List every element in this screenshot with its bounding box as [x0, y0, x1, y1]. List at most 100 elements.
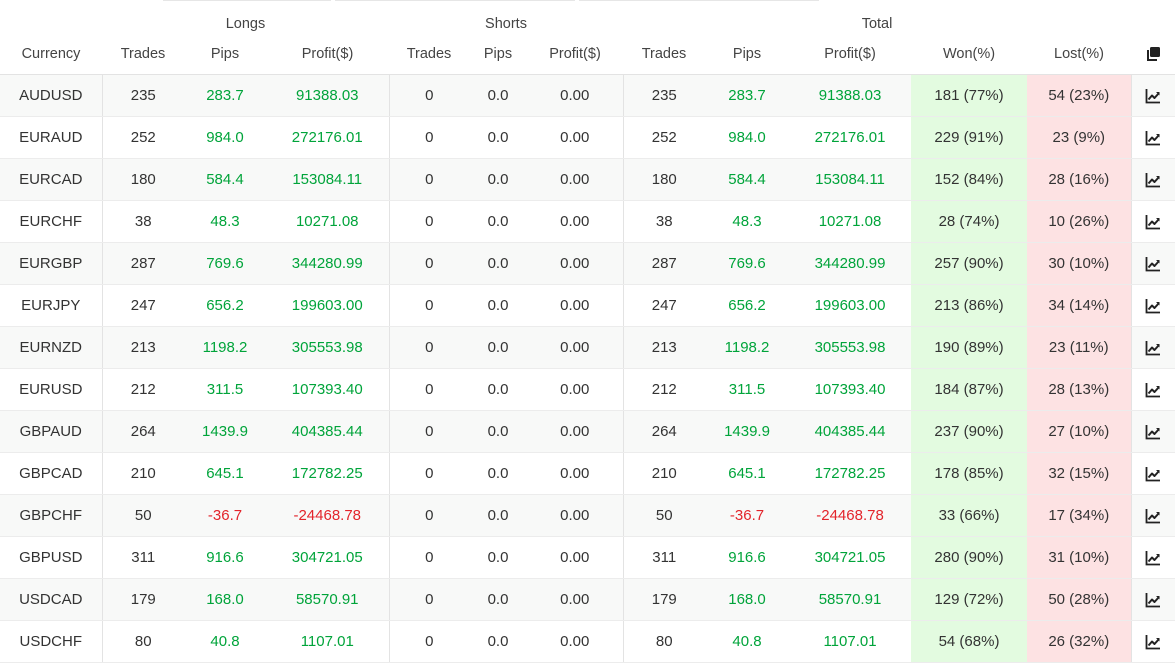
cell-total-pips: 1198.2	[705, 326, 790, 369]
cell-total-trades: 212	[622, 368, 706, 411]
row-chart-button[interactable]	[1130, 368, 1175, 411]
row-chart-button[interactable]	[1130, 242, 1175, 285]
row-chart-button[interactable]	[1130, 200, 1175, 243]
cell-longs-profit: 91388.03	[266, 74, 389, 117]
chart-line-icon[interactable]	[1145, 172, 1161, 188]
chart-line-icon[interactable]	[1145, 592, 1161, 608]
row-chart-button[interactable]	[1130, 284, 1175, 327]
column-header-row: Currency Trades Pips Profit($) Trades Pi…	[0, 34, 1175, 75]
cell-longs-pips: 168.0	[184, 578, 266, 621]
cell-currency: GBPUSD	[0, 536, 102, 579]
table-row: USDCAD 179 168.0 58570.91 0 0.0 0.00 179 168.0 58…	[0, 578, 1175, 621]
cell-longs-profit: 404385.44	[266, 410, 389, 453]
col-total-profit[interactable]: Profit($)	[789, 34, 912, 75]
col-total-pips[interactable]: Pips	[705, 34, 790, 75]
cell-longs-pips: 311.5	[184, 368, 266, 411]
cell-total-trades: 180	[622, 158, 706, 201]
chart-line-icon[interactable]	[1145, 634, 1161, 650]
cell-longs-trades: 252	[101, 116, 184, 159]
col-longs-profit[interactable]: Profit($)	[266, 34, 389, 75]
cell-total-trades: 80	[622, 620, 706, 663]
chart-line-icon[interactable]	[1145, 424, 1161, 440]
row-chart-button[interactable]	[1130, 410, 1175, 453]
cell-shorts-pips: 0.0	[469, 452, 527, 495]
chart-line-icon[interactable]	[1145, 298, 1161, 314]
cell-longs-pips: 769.6	[184, 242, 266, 285]
cell-currency: GBPAUD	[0, 410, 102, 453]
chart-line-icon[interactable]	[1145, 508, 1161, 524]
row-chart-button[interactable]	[1130, 494, 1175, 537]
cell-longs-profit: 10271.08	[266, 200, 389, 243]
cell-shorts-pips: 0.0	[469, 536, 527, 579]
col-won[interactable]: Won(%)	[911, 34, 1028, 75]
cell-won: 178 (85%)	[911, 452, 1028, 495]
cell-total-profit: -24468.78	[789, 494, 912, 537]
row-chart-button[interactable]	[1130, 452, 1175, 495]
chart-line-icon[interactable]	[1145, 88, 1161, 104]
cell-shorts-trades: 0	[388, 74, 469, 117]
row-chart-button[interactable]	[1130, 326, 1175, 369]
cell-won: 181 (77%)	[911, 74, 1028, 117]
chart-line-icon[interactable]	[1145, 130, 1161, 146]
cell-won: 54 (68%)	[911, 620, 1028, 663]
cell-currency: EURNZD	[0, 326, 102, 369]
col-lost[interactable]: Lost(%)	[1027, 34, 1132, 75]
cell-total-profit: 272176.01	[789, 116, 912, 159]
cell-shorts-pips: 0.0	[469, 74, 527, 117]
col-currency[interactable]: Currency	[0, 34, 102, 75]
cell-total-pips: 645.1	[705, 452, 790, 495]
col-total-trades[interactable]: Trades	[623, 34, 706, 75]
table-row: GBPCAD 210 645.1 172782.25 0 0.0 0.00 210 645.1 1…	[0, 452, 1175, 495]
col-shorts-pips[interactable]: Pips	[469, 34, 527, 75]
row-chart-button[interactable]	[1130, 116, 1175, 159]
row-chart-button[interactable]	[1130, 158, 1175, 201]
chart-line-icon[interactable]	[1145, 550, 1161, 566]
chart-line-icon[interactable]	[1145, 256, 1161, 272]
cell-won: 213 (86%)	[911, 284, 1028, 327]
cell-total-pips: 1439.9	[705, 410, 790, 453]
cell-shorts-pips: 0.0	[469, 158, 527, 201]
group-spacer-end	[1131, 0, 1175, 34]
row-chart-button[interactable]	[1130, 536, 1175, 579]
chart-line-icon[interactable]	[1145, 466, 1161, 482]
col-shorts-trades[interactable]: Trades	[389, 34, 469, 75]
cell-lost: 54 (23%)	[1027, 74, 1132, 117]
cell-currency: EURUSD	[0, 368, 102, 411]
cell-total-pips: 916.6	[705, 536, 790, 579]
cell-longs-profit: 1107.01	[266, 620, 389, 663]
cell-shorts-trades: 0	[388, 620, 469, 663]
chart-line-icon[interactable]	[1145, 340, 1161, 356]
cell-shorts-pips: 0.0	[469, 326, 527, 369]
col-longs-trades[interactable]: Trades	[102, 34, 184, 75]
cell-lost: 31 (10%)	[1027, 536, 1132, 579]
copy-button[interactable]	[1131, 34, 1175, 75]
cell-total-pips: 283.7	[705, 74, 790, 117]
col-shorts-profit[interactable]: Profit($)	[527, 34, 624, 75]
cell-lost: 50 (28%)	[1027, 578, 1132, 621]
cell-longs-trades: 179	[101, 578, 184, 621]
chart-line-icon[interactable]	[1145, 382, 1161, 398]
cell-longs-pips: 584.4	[184, 158, 266, 201]
copy-icon[interactable]	[1145, 46, 1161, 62]
cell-longs-trades: 212	[101, 368, 184, 411]
cell-longs-trades: 264	[101, 410, 184, 453]
cell-longs-trades: 38	[101, 200, 184, 243]
row-chart-button[interactable]	[1130, 620, 1175, 663]
cell-total-pips: 40.8	[705, 620, 790, 663]
chart-line-icon[interactable]	[1145, 214, 1161, 230]
cell-longs-pips: -36.7	[184, 494, 266, 537]
table-row: EURCAD 180 584.4 153084.11 0 0.0 0.00 180 584.4 1…	[0, 158, 1175, 201]
cell-lost: 28 (16%)	[1027, 158, 1132, 201]
cell-total-trades: 213	[622, 326, 706, 369]
cell-shorts-profit: 0.00	[527, 158, 624, 201]
cell-currency: GBPCAD	[0, 452, 102, 495]
col-longs-pips[interactable]: Pips	[184, 34, 266, 75]
cell-total-pips: 48.3	[705, 200, 790, 243]
row-chart-button[interactable]	[1130, 74, 1175, 117]
row-chart-button[interactable]	[1130, 578, 1175, 621]
cell-total-trades: 179	[622, 578, 706, 621]
cell-won: 28 (74%)	[911, 200, 1028, 243]
cell-longs-pips: 40.8	[184, 620, 266, 663]
